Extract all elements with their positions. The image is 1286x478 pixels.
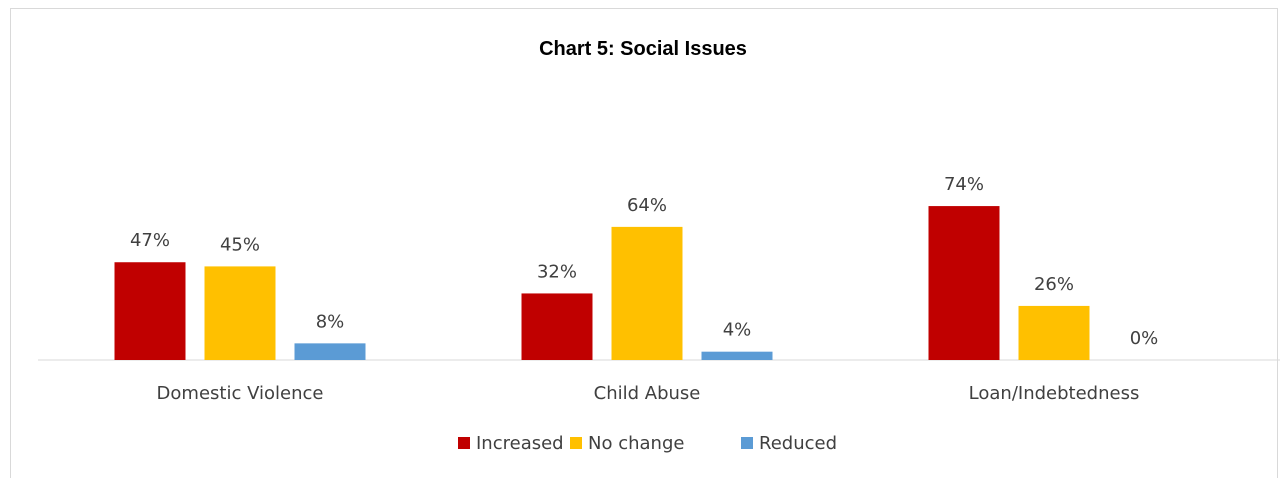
bar-increased-0 <box>115 262 186 360</box>
legend-swatch-increased <box>458 437 470 449</box>
chart-title: Chart 5: Social Issues <box>539 38 747 60</box>
legend-label: Increased <box>476 433 564 454</box>
category-labels-group: Domestic Violence Child Abuse Loan/Indebte… <box>157 383 1140 404</box>
bar-increased-2 <box>929 206 1000 360</box>
data-label: 74% <box>944 174 984 195</box>
data-label: 8% <box>316 311 345 332</box>
data-label: 32% <box>537 261 577 282</box>
category-label: Domestic Violence <box>157 383 324 404</box>
data-label: 26% <box>1034 274 1074 295</box>
bar-reduced-0 <box>295 343 366 360</box>
legend-swatch-no-change <box>570 437 582 449</box>
bars-group <box>115 206 1090 360</box>
bar-no-change-1 <box>612 227 683 360</box>
legend-label: Reduced <box>759 433 837 454</box>
legend-label: No change <box>588 433 684 454</box>
bar-no-change-2 <box>1019 306 1090 360</box>
legend: Increased No change Reduced <box>458 433 837 454</box>
data-label: 4% <box>723 320 752 341</box>
legend-swatch-reduced <box>741 437 753 449</box>
bar-no-change-0 <box>205 266 276 360</box>
data-label: 64% <box>627 195 667 216</box>
data-label: 0% <box>1130 328 1159 349</box>
category-label: Child Abuse <box>594 383 701 404</box>
category-label: Loan/Indebtedness <box>969 383 1140 404</box>
data-label: 47% <box>130 230 170 251</box>
bar-increased-1 <box>522 293 593 360</box>
data-label: 45% <box>220 234 260 255</box>
bar-reduced-1 <box>702 352 773 360</box>
